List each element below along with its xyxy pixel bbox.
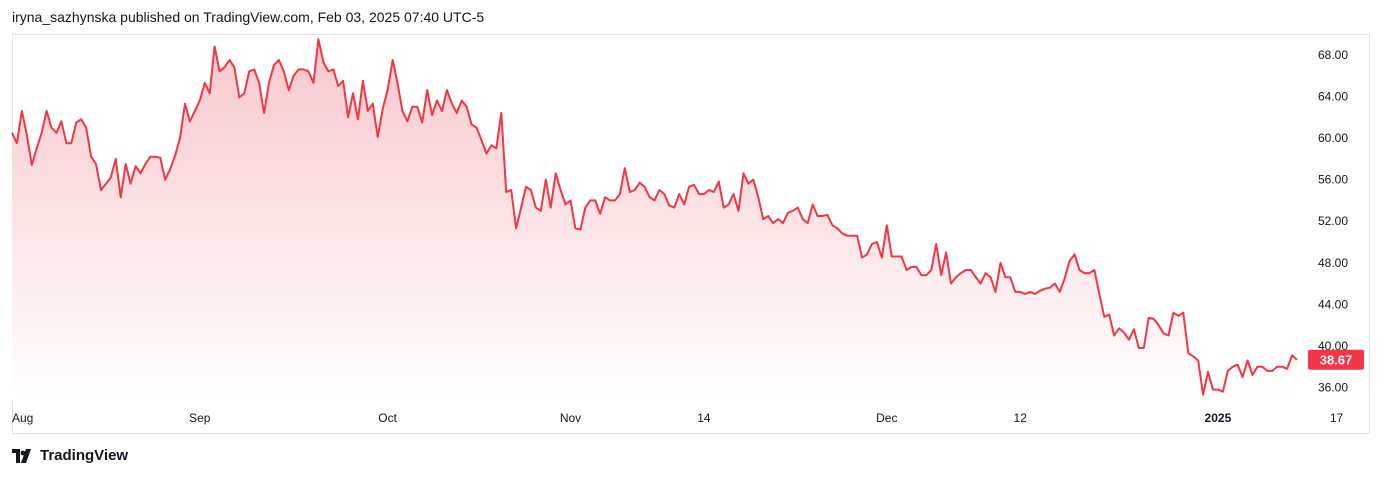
y-tick-label: 44.00 [1318,297,1348,311]
published-info: published on TradingView.com, Feb 03, 20… [120,9,485,25]
x-tick-label: 12 [1014,411,1028,425]
x-tick-label: Oct [378,411,397,425]
x-tick-label: 14 [697,411,711,425]
y-tick-label: 36.00 [1318,381,1348,395]
last-price-value: 38.67 [1320,352,1353,367]
publication-header: iryna_sazhynska published on TradingView… [12,9,484,25]
y-axis: 36.00 40.00 44.00 48.00 52.00 56.00 60.00 64.00… [1318,48,1348,395]
x-tick-label: Aug [12,411,33,425]
x-tick-label: 2025 [1205,411,1232,425]
x-axis: AugSepOctNov14Dec1220251729 [12,411,1344,425]
x-tick-label: Nov [560,411,581,425]
publisher-name[interactable]: iryna_sazhynska [12,9,117,25]
y-tick-label: 64.00 [1318,89,1348,103]
last-price-label-bg [1308,349,1364,370]
y-tick-label: 68.00 [1318,48,1348,62]
y-tick-label: 52.00 [1318,214,1348,228]
x-tick-label: Sep [189,411,211,425]
price-line[interactable] [11,38,1298,396]
y-tick-label: 60.00 [1318,131,1348,145]
price-area [12,39,1297,400]
x-tick-label: Dec [876,411,897,425]
y-tick-label: 56.00 [1318,173,1348,187]
x-tick-label: 17 [1330,411,1344,425]
brand-name[interactable]: TradingView [40,447,129,464]
y-tick-label: 40.00 [1318,339,1348,353]
y-tick-label: 48.00 [1318,256,1348,270]
footer: TradingView [12,447,128,464]
last-price-label: 38.67 [1308,349,1364,370]
tradingview-logo-icon[interactable] [12,448,34,463]
